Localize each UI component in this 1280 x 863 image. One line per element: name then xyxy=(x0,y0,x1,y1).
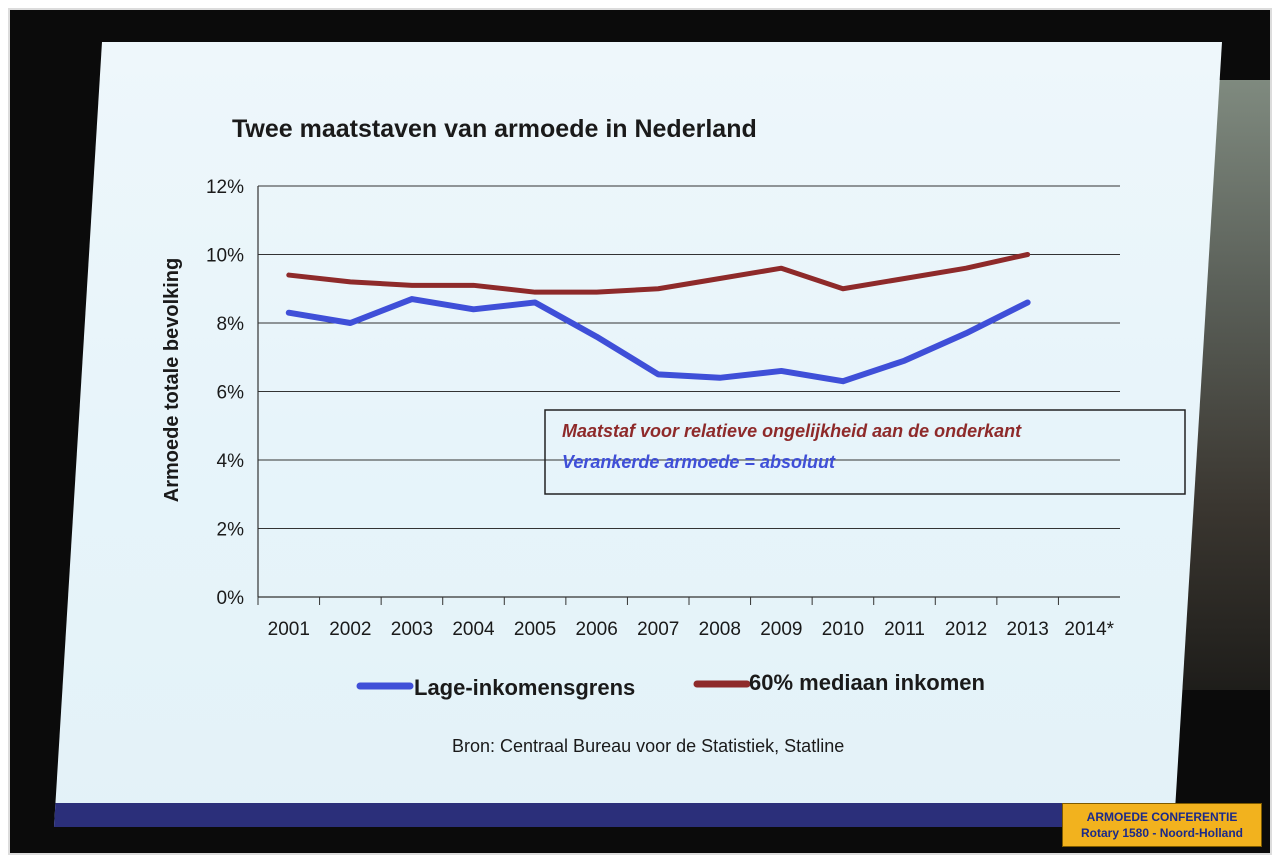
annotation-absolute: Verankerde armoede = absoluut xyxy=(562,452,836,472)
legend: Lage-inkomensgrens 60% mediaan inkomen xyxy=(356,670,985,700)
y-tick-label: 2% xyxy=(217,520,245,541)
y-tick-label: 0% xyxy=(217,588,245,609)
legend-label-lage-inkomensgrens: Lage-inkomensgrens xyxy=(414,675,635,700)
x-tick-label: 2010 xyxy=(822,619,864,640)
y-axis-label: Armoede totale bevolking xyxy=(161,258,183,503)
y-tick-label: 6% xyxy=(217,383,245,404)
y-tick-label: 12% xyxy=(206,177,244,198)
x-tick-label: 2008 xyxy=(699,619,741,640)
series-lines xyxy=(285,252,1031,385)
source-note: Bron: Centraal Bureau voor de Statistiek… xyxy=(452,736,844,756)
photo-frame xyxy=(8,8,1272,855)
x-tick-label: 2011 xyxy=(884,619,925,640)
x-tick-label: 2004 xyxy=(452,619,495,640)
gridlines xyxy=(257,185,1120,598)
annotation-box: Maatstaf voor relatieve ongelijkheid aan… xyxy=(544,409,1186,495)
y-tick-label: 8% xyxy=(217,314,245,335)
y-axis-ticks: 0% 2% 4% 6% 8% 10% 12% xyxy=(206,177,244,609)
series-line-60-mediaan-inkomen xyxy=(286,252,1031,295)
x-axis-ticks: 2001 2002 2003 2004 2005 2006 2007 2008 2009 2010… xyxy=(257,597,1115,640)
x-tick-label: 2006 xyxy=(576,619,618,640)
y-tick-label: 4% xyxy=(217,451,245,472)
x-tick-label: 2003 xyxy=(391,619,433,640)
x-tick-label: 2009 xyxy=(760,619,802,640)
series-line-lage-inkomensgrens xyxy=(285,296,1031,385)
conference-badge: ARMOEDE CONFERENTIE Rotary 1580 - Noord-… xyxy=(1062,803,1262,847)
annotation-relative: Maatstaf voor relatieve ongelijkheid aan… xyxy=(562,421,1022,441)
x-tick-label: 2013 xyxy=(1007,619,1049,640)
x-tick-label: 2001 xyxy=(268,619,310,640)
x-tick-label: 2012 xyxy=(945,619,987,640)
chart-title: Twee maatstaven van armoede in Nederland xyxy=(232,115,757,143)
x-tick-label: 2005 xyxy=(514,619,556,640)
badge-line-1: ARMOEDE CONFERENTIE xyxy=(1086,810,1238,824)
x-tick-label: 2007 xyxy=(637,619,679,640)
y-tick-label: 10% xyxy=(206,246,244,267)
x-tick-label: 2002 xyxy=(329,619,371,640)
badge-line-2: Rotary 1580 - Noord-Holland xyxy=(1080,826,1244,840)
legend-label-60-mediaan: 60% mediaan inkomen xyxy=(749,670,985,695)
x-tick-label: 2014* xyxy=(1064,619,1114,640)
